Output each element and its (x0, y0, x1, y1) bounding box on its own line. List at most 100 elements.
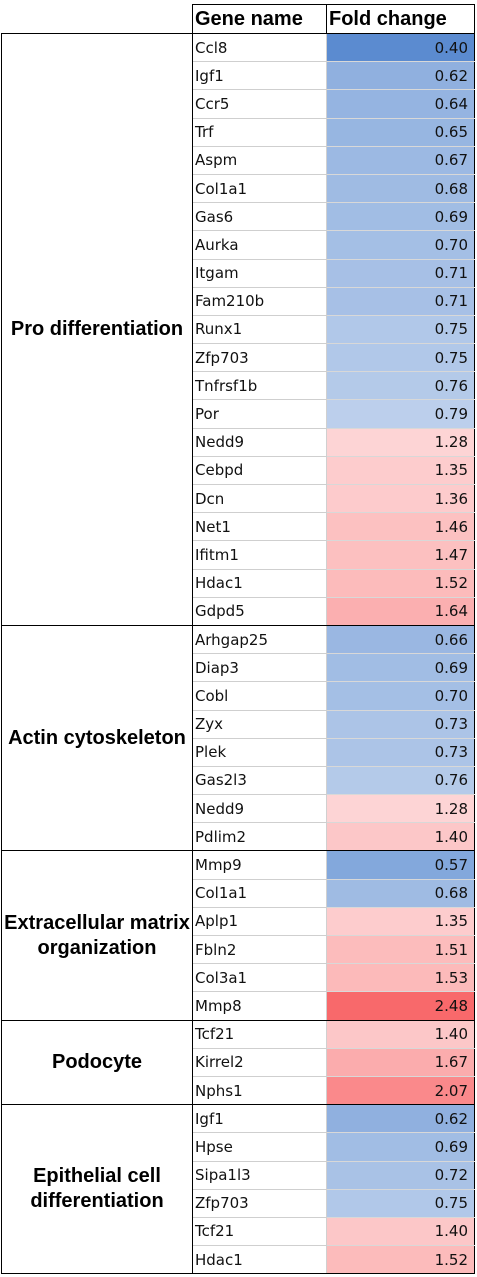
fold-change-cell: 1.28 (326, 428, 475, 457)
gene-name-cell: Dcn (192, 484, 327, 514)
gene-name-header: Gene name (192, 4, 327, 34)
table-row: Cebpd 1.35 (2, 456, 475, 486)
gene-name-cell: Hpse (192, 1132, 327, 1162)
table-row: Gas2l3 0.76 (2, 766, 475, 796)
fold-change-cell: 0.72 (326, 1161, 475, 1190)
fold-change-cell: 0.62 (326, 61, 475, 91)
fold-change-cell: 1.64 (326, 597, 475, 626)
fold-change-cell: 0.68 (326, 879, 475, 908)
gene-name-cell: Sipa1l3 (192, 1161, 327, 1190)
gene-name-cell: Ccl8 (192, 33, 327, 63)
table-row: Nedd9 1.28 (2, 428, 475, 457)
gene-name-cell: Gdpd5 (192, 597, 327, 626)
fold-change-cell: 2.07 (326, 1076, 475, 1106)
fold-change-cell: 1.40 (326, 1020, 475, 1049)
table-row: Hdac1 1.52 (2, 1245, 475, 1275)
gene-name-cell: Ccr5 (192, 89, 327, 119)
fold-change-cell: 1.40 (326, 1217, 475, 1247)
table-row: Col1a1 0.68 (2, 879, 475, 908)
gene-name-cell: Fbln2 (192, 935, 327, 965)
fold-change-header: Fold change (326, 4, 475, 34)
gene-name-cell: Hdac1 (192, 1245, 327, 1275)
gene-name-cell: Mmp9 (192, 850, 327, 880)
fold-change-cell: 0.76 (326, 371, 475, 401)
table-row: Cobl 0.70 (2, 681, 475, 711)
table-row: Aspm 0.67 (2, 146, 475, 175)
table-row: Kirrel2 1.67 (2, 1048, 475, 1077)
fold-change-cell: 0.75 (326, 1189, 475, 1218)
gene-name-cell: Diap3 (192, 653, 327, 683)
category-header-blank (1, 4, 193, 34)
fold-change-cell: 1.67 (326, 1048, 475, 1077)
table-row: Ifitm1 1.47 (2, 540, 475, 570)
gene-name-cell: Kirrel2 (192, 1048, 327, 1077)
table-row: Epithelial cell differentiation Igf1 0.62 (1, 1104, 475, 1275)
category-label: Epithelial cell differentiation (1, 1104, 193, 1275)
gene-name-cell: Col1a1 (192, 174, 327, 204)
category-label: Extracellular matrix organization (1, 850, 193, 1021)
fold-change-cell: 0.75 (326, 315, 475, 345)
gene-name-cell: Por (192, 399, 327, 429)
fold-change-cell: 0.73 (326, 738, 475, 767)
fold-change-cell: 0.76 (326, 766, 475, 796)
table-row: Fbln2 1.51 (2, 935, 475, 965)
table-row: Gdpd5 1.64 (2, 597, 475, 626)
gene-name-cell: Nphs1 (192, 1076, 327, 1106)
category-label: Pro differentiation (1, 33, 193, 626)
fold-change-cell: 2.48 (326, 991, 475, 1021)
gene-name-cell: Itgam (192, 259, 327, 288)
fold-change-cell: 1.28 (326, 794, 475, 824)
gene-name-cell: Cebpd (192, 456, 327, 486)
table-row: Sipa1l3 0.72 (2, 1161, 475, 1190)
gene-name-cell: Igf1 (192, 1104, 327, 1134)
gene-name-cell: Mmp8 (192, 991, 327, 1021)
table-row: Podocyte Tcf21 1.40 (1, 1019, 475, 1106)
table-row: Aplp1 1.35 (2, 907, 475, 937)
gene-name-cell: Aspm (192, 146, 327, 175)
table-row: Zfp703 0.75 (2, 343, 475, 373)
table-row: Nphs1 2.07 (2, 1076, 475, 1106)
fold-change-cell: 0.79 (326, 399, 475, 429)
fold-change-cell: 0.64 (326, 89, 475, 119)
table-row: Diap3 0.69 (2, 653, 475, 683)
fold-change-cell: 1.52 (326, 1245, 475, 1275)
table-row: Col3a1 1.53 (2, 963, 475, 993)
gene-name-cell: Aurka (192, 230, 327, 260)
fold-change-cell: 0.68 (326, 174, 475, 204)
gene-name-cell: Tcf21 (192, 1217, 327, 1247)
table-row: Fam210b 0.71 (2, 287, 475, 316)
table-row: Hdac1 1.52 (2, 569, 475, 598)
table-row: Extracellular matrix organization Mmp9 0.5… (1, 850, 475, 1021)
table-row: Trf 0.65 (2, 118, 475, 147)
table-row: Pro differentiation Ccl8 0.40 (1, 33, 475, 626)
gene-name-cell: Gas2l3 (192, 766, 327, 796)
fold-change-cell: 0.65 (326, 118, 475, 147)
fold-change-cell: 0.70 (326, 230, 475, 260)
gene-name-cell: Zfp703 (192, 1189, 327, 1218)
gene-name-cell: Pdlim2 (192, 822, 327, 852)
gene-name-cell: Arhgap25 (192, 625, 327, 655)
table-row: Pdlim2 1.40 (2, 822, 475, 852)
table-row: Runx1 0.75 (2, 315, 475, 345)
gene-name-cell: Aplp1 (192, 907, 327, 937)
table-row: Gas6 0.69 (2, 202, 475, 232)
fold-change-cell: 1.53 (326, 963, 475, 993)
table-row: Net1 1.46 (2, 512, 475, 542)
fold-change-cell: 0.62 (326, 1104, 475, 1134)
gene-name-cell: Gas6 (192, 202, 327, 232)
gene-name-cell: Plek (192, 738, 327, 767)
fold-change-cell: 0.66 (326, 625, 475, 655)
gene-name-cell: Zfp703 (192, 343, 327, 373)
category-label: Podocyte (1, 1019, 193, 1106)
fold-change-cell: 0.69 (326, 202, 475, 232)
table-row: Por 0.79 (2, 399, 475, 429)
table-row: Plek 0.73 (2, 738, 475, 767)
table-row: Hpse 0.69 (2, 1132, 475, 1162)
table-row: Mmp8 2.48 (2, 991, 475, 1021)
fold-change-cell: 0.40 (326, 33, 475, 63)
table-body: Pro differentiation Ccl8 0.40 Igf1 0.62 Ccr5 0… (1, 33, 475, 1275)
fold-change-cell: 0.69 (326, 653, 475, 683)
table-row: Igf1 0.62 (2, 61, 475, 91)
fold-change-cell: 0.57 (326, 850, 475, 880)
